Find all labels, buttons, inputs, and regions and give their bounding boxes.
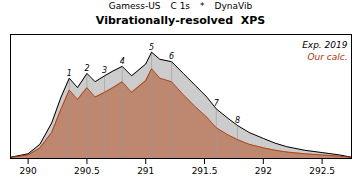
svg-text:5: 5 — [149, 43, 154, 52]
svg-text:7: 7 — [214, 99, 220, 108]
svg-text:292: 292 — [255, 166, 272, 176]
html-text:C 1s: C 1s — [170, 1, 191, 11]
svg-text:290.5: 290.5 — [74, 166, 100, 176]
svg-text:292.5: 292.5 — [309, 166, 335, 176]
svg-text:291: 291 — [137, 166, 154, 176]
svg-text:4: 4 — [120, 57, 125, 66]
svg-text:1: 1 — [67, 69, 72, 78]
svg-text:Exp. 2019: Exp. 2019 — [302, 40, 348, 50]
html-text:Gamess-US: Gamess-US — [108, 1, 161, 11]
svg-text:3: 3 — [102, 66, 107, 75]
html-text:Vibrationally-resolved XPS: Vibrationally-resolved XPS — [95, 14, 266, 27]
svg-text:291.5: 291.5 — [192, 166, 218, 176]
svg-text:8: 8 — [235, 116, 240, 125]
svg-text:290: 290 — [20, 166, 37, 176]
svg-text:2: 2 — [84, 64, 89, 73]
html-text:DynaVib: DynaVib — [214, 1, 253, 11]
svg-text:Our calc.: Our calc. — [307, 52, 347, 62]
svg-text:6: 6 — [169, 52, 174, 61]
